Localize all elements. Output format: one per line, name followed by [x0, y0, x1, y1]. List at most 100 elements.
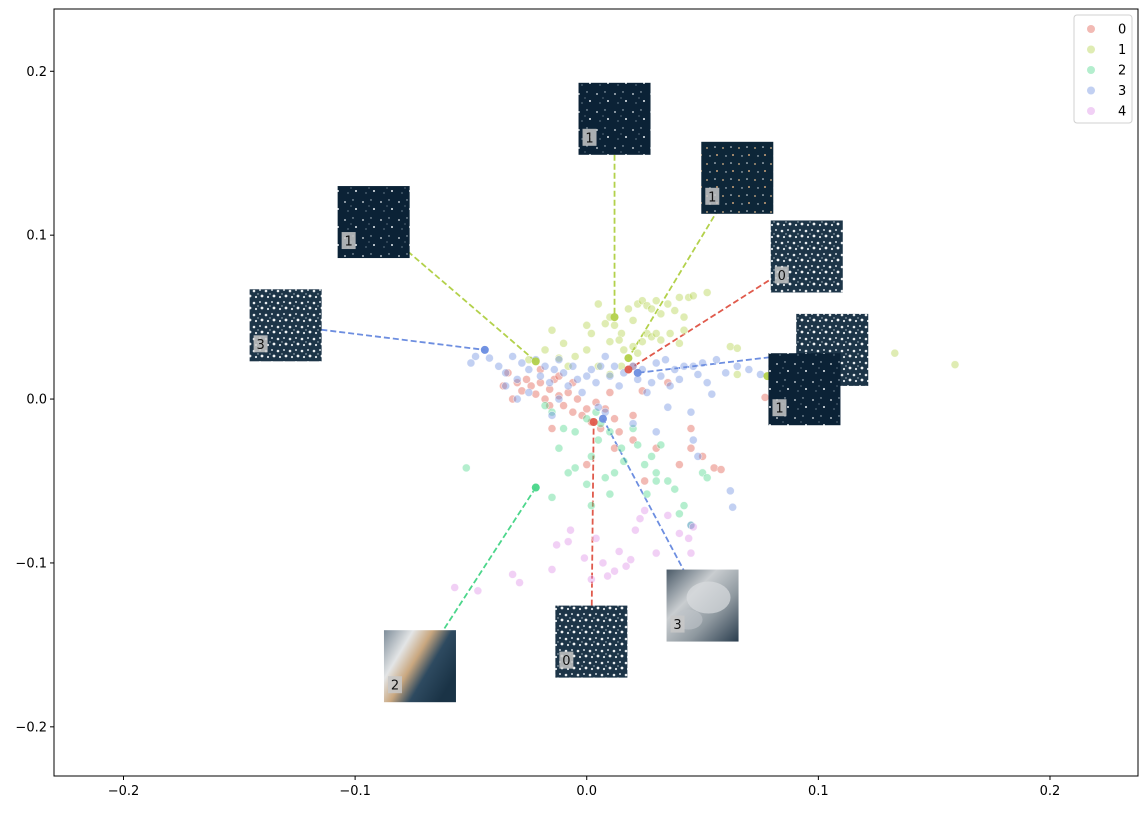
scatter-point [651, 548, 661, 558]
scatter-point [540, 345, 550, 355]
legend-label: 1 [1118, 43, 1126, 58]
scatter-point [568, 361, 578, 371]
scatter-point [665, 329, 675, 338]
scatter-point [626, 555, 636, 564]
scatter-point [600, 473, 610, 483]
scatter-point [550, 365, 559, 374]
scatter-point [642, 329, 652, 338]
scatter-point [675, 293, 684, 302]
scatter-point [545, 378, 554, 387]
scatter-point [605, 427, 615, 437]
scatter-point [675, 460, 684, 469]
scatter-point [524, 388, 534, 397]
scatter-point [570, 427, 580, 437]
scatter-point [675, 339, 684, 348]
scatter-point [605, 371, 615, 381]
scatter-point [568, 407, 578, 417]
scatter-point [631, 525, 640, 535]
scatter-point [617, 329, 626, 338]
legend-label: 4 [1118, 105, 1126, 120]
scatter-point [679, 501, 689, 510]
y-tick-label: 0.0 [26, 393, 47, 408]
scatter-point [651, 358, 661, 368]
thumbnail-label: 0 [778, 269, 786, 284]
scatter-point [485, 353, 494, 363]
scatter-point [647, 378, 656, 387]
thumbnail-label-box [582, 128, 597, 146]
scatter-point [702, 378, 712, 387]
scatter-point [508, 394, 517, 404]
scatter-point [890, 348, 900, 358]
scatter-point [554, 394, 564, 404]
cloud-shape [686, 581, 731, 614]
scatter-point [688, 291, 698, 301]
y-tick-label: −0.1 [15, 556, 47, 571]
thumbnail-label: 1 [585, 131, 593, 146]
thumbnail-label-box [670, 615, 685, 633]
scatter-point [605, 388, 615, 397]
scatter-point [461, 463, 471, 473]
scatter-point [633, 299, 642, 309]
plot-frame [53, 8, 1139, 777]
scatter-point [515, 578, 524, 587]
scatter-point [536, 378, 545, 387]
scatter-point [640, 476, 649, 486]
scatter-point [559, 339, 568, 348]
scatter-point [614, 427, 624, 437]
connector-line [627, 177, 739, 359]
scatter-point [568, 378, 578, 387]
connector-line [602, 418, 704, 606]
scatter-point [547, 565, 557, 574]
scatter-point [633, 348, 642, 358]
scatter-point [577, 411, 587, 420]
thumbnail-image: 0 [555, 605, 628, 678]
scatter-point [503, 368, 513, 378]
scatter-point [494, 361, 504, 371]
scatter-points [450, 288, 960, 596]
scatter-point [471, 352, 480, 361]
scatter-point [591, 398, 601, 407]
scatter-point [559, 368, 568, 378]
scatter-point [688, 435, 698, 445]
scatter-point [540, 401, 550, 410]
scatter-point [573, 375, 582, 384]
scatter-point [603, 571, 612, 581]
scatter-point [635, 514, 645, 523]
scatter-point [675, 509, 684, 519]
scatter-point [591, 407, 601, 417]
scatter-point [582, 414, 592, 424]
scatter-point [587, 452, 596, 461]
scatter-point [651, 296, 661, 306]
scatter-point [686, 443, 696, 453]
thumbnail-label: 1 [345, 235, 353, 250]
scatter-point [624, 304, 633, 314]
thumbnail-label-box [705, 187, 720, 205]
scatter-point [512, 375, 522, 384]
scatter-point [610, 414, 619, 424]
scatter-point [638, 337, 647, 346]
scatter-point [621, 561, 631, 571]
highlighted-point [610, 313, 619, 322]
scatter-point [526, 381, 536, 391]
scatter-point [473, 586, 483, 596]
legend-marker [1087, 45, 1095, 54]
highlighted-point [589, 418, 598, 426]
x-tick-label: −0.1 [339, 784, 371, 799]
scatter-point [688, 522, 698, 532]
thumbnail-image: 3 [666, 569, 739, 642]
scatter-point [605, 489, 615, 499]
scatter-point [610, 443, 619, 453]
scatter-point [554, 371, 564, 381]
scatter-point [647, 332, 656, 342]
scatter-point [508, 352, 517, 361]
scatter-point [686, 407, 696, 417]
scatter-point [563, 361, 573, 371]
scatter-point [651, 468, 661, 478]
scatter-point [466, 358, 476, 368]
scatter-point [732, 343, 742, 353]
scatter-point [732, 361, 742, 371]
scatter-point [707, 389, 717, 399]
scatter-point [587, 501, 596, 510]
scatter-point [600, 404, 610, 414]
scatter-point [522, 375, 531, 384]
